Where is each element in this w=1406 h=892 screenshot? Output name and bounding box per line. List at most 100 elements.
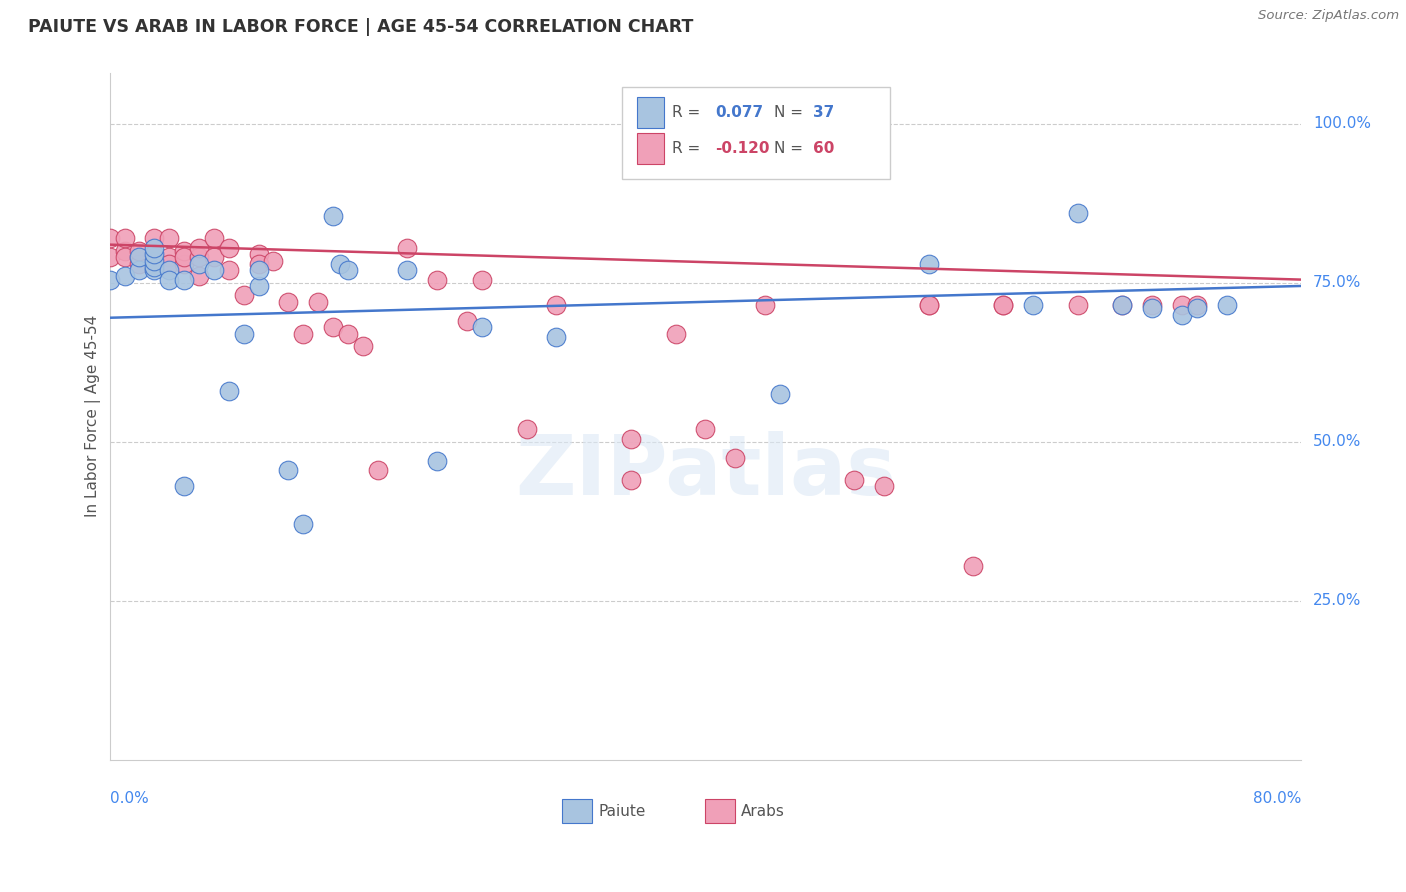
Point: [247, 279, 270, 293]
Bar: [637, 97, 664, 128]
Point: [1066, 206, 1088, 220]
Point: [724, 450, 747, 465]
Point: [1022, 298, 1045, 312]
Point: [157, 231, 180, 245]
Point: [114, 231, 136, 245]
Point: [128, 244, 150, 258]
Point: [307, 294, 329, 309]
Point: [754, 298, 776, 312]
Bar: [562, 798, 592, 823]
Text: PAIUTE VS ARAB IN LABOR FORCE | AGE 45-54 CORRELATION CHART: PAIUTE VS ARAB IN LABOR FORCE | AGE 45-5…: [28, 18, 693, 36]
FancyBboxPatch shape: [621, 87, 890, 179]
Text: 60: 60: [813, 141, 834, 156]
Point: [1215, 298, 1237, 312]
Point: [1066, 298, 1088, 312]
Point: [336, 263, 359, 277]
Bar: [637, 133, 664, 164]
Point: [277, 463, 299, 477]
Point: [456, 314, 478, 328]
Text: Arabs: Arabs: [741, 804, 785, 819]
Point: [114, 251, 136, 265]
Point: [918, 298, 941, 312]
Point: [396, 263, 419, 277]
Point: [1111, 298, 1133, 312]
Text: -0.120: -0.120: [714, 141, 769, 156]
Point: [769, 117, 792, 131]
Point: [844, 473, 866, 487]
Point: [173, 272, 195, 286]
Text: ZIPatlas: ZIPatlas: [515, 431, 896, 512]
Point: [143, 247, 166, 261]
Text: 75.0%: 75.0%: [1313, 276, 1361, 290]
Point: [247, 263, 270, 277]
Point: [620, 473, 643, 487]
Point: [202, 251, 225, 265]
Point: [188, 257, 211, 271]
Point: [918, 257, 941, 271]
Point: [188, 269, 211, 284]
Point: [1185, 301, 1208, 316]
Point: [143, 263, 166, 277]
Point: [98, 251, 121, 265]
Text: R =: R =: [672, 141, 704, 156]
Point: [516, 422, 538, 436]
Point: [620, 432, 643, 446]
Text: 50.0%: 50.0%: [1313, 434, 1361, 450]
Point: [546, 330, 568, 344]
Point: [873, 479, 896, 493]
Point: [546, 298, 568, 312]
Point: [247, 257, 270, 271]
Text: Source: ZipAtlas.com: Source: ZipAtlas.com: [1258, 9, 1399, 22]
Point: [396, 241, 419, 255]
Text: N =: N =: [775, 105, 808, 120]
Point: [262, 253, 284, 268]
Point: [247, 247, 270, 261]
Point: [128, 263, 150, 277]
Point: [991, 298, 1014, 312]
Point: [367, 463, 389, 477]
Point: [128, 251, 150, 265]
Point: [218, 241, 240, 255]
Point: [292, 326, 315, 341]
Point: [232, 288, 254, 302]
Point: [1140, 301, 1163, 316]
Point: [918, 298, 941, 312]
Point: [471, 320, 494, 334]
Point: [292, 517, 315, 532]
Point: [157, 272, 180, 286]
Point: [695, 422, 717, 436]
Point: [143, 260, 166, 274]
Point: [962, 558, 984, 573]
Point: [991, 298, 1014, 312]
Point: [769, 387, 792, 401]
Point: [1171, 298, 1194, 312]
Text: N =: N =: [775, 141, 808, 156]
Point: [1140, 298, 1163, 312]
Point: [336, 326, 359, 341]
Point: [322, 320, 344, 334]
Text: 25.0%: 25.0%: [1313, 593, 1361, 608]
Point: [188, 241, 211, 255]
Point: [157, 263, 180, 277]
Text: 100.0%: 100.0%: [1313, 116, 1371, 131]
Point: [173, 257, 195, 271]
Point: [157, 251, 180, 265]
Point: [173, 244, 195, 258]
Point: [277, 294, 299, 309]
Point: [173, 251, 195, 265]
Point: [664, 326, 686, 341]
Text: 37: 37: [813, 105, 834, 120]
Point: [98, 272, 121, 286]
Point: [329, 257, 352, 271]
Point: [1171, 308, 1194, 322]
Point: [98, 231, 121, 245]
Point: [128, 257, 150, 271]
Point: [157, 257, 180, 271]
Point: [114, 244, 136, 258]
Point: [143, 251, 166, 265]
Point: [426, 272, 449, 286]
Text: Paiute: Paiute: [598, 804, 645, 819]
Point: [471, 272, 494, 286]
Point: [218, 384, 240, 398]
Point: [352, 339, 374, 353]
